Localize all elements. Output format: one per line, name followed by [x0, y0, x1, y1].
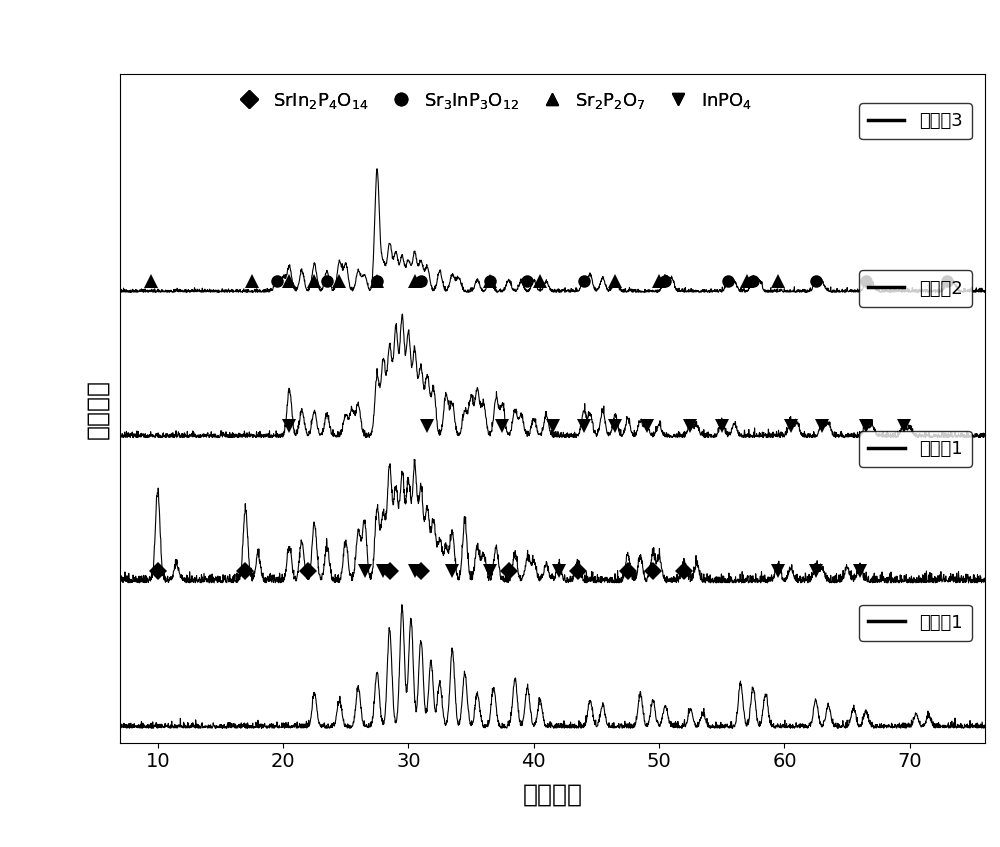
X-axis label: 衍射角度: 衍射角度: [523, 783, 583, 806]
Legend: SrIn$_2$P$_4$O$_{14}$, Sr$_3$InP$_3$O$_{12}$, Sr$_2$P$_2$O$_7$, InPO$_4$: SrIn$_2$P$_4$O$_{14}$, Sr$_3$InP$_3$O$_{…: [224, 83, 760, 118]
Y-axis label: 衍射强度: 衍射强度: [85, 379, 109, 439]
